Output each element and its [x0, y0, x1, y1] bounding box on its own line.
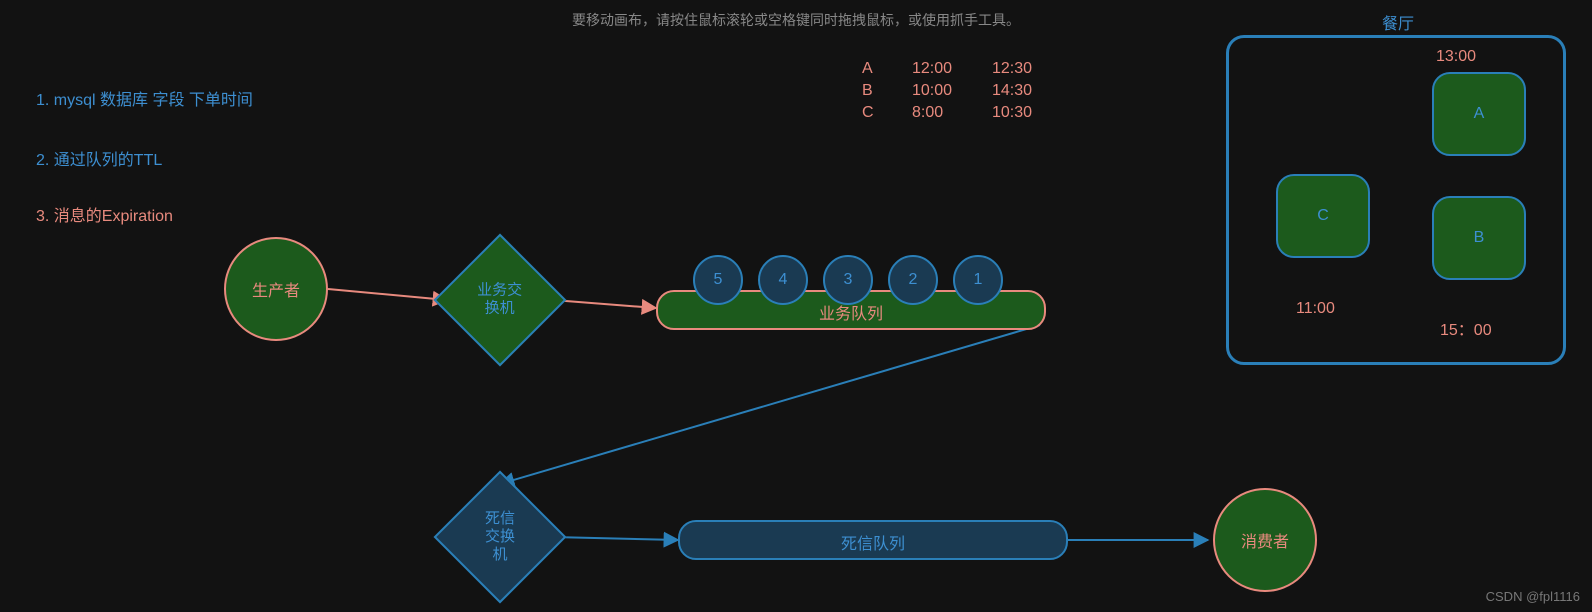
- diagram-canvas: 要移动画布，请按住鼠标滚轮或空格键同时拖拽鼠标，或使用抓手工具。 1. mysq…: [0, 0, 1592, 612]
- restaurant-table-time: 11:00: [1296, 300, 1335, 318]
- queue-message: 1: [953, 255, 1003, 305]
- note-1: 1. mysql 数据库 字段 下单时间: [36, 86, 253, 110]
- dlx-queue-node: 死信队列: [678, 520, 1068, 560]
- biz-exchange-node: 业务交换机: [434, 234, 567, 367]
- restaurant-table: C: [1276, 174, 1370, 258]
- queue-message: 3: [823, 255, 873, 305]
- restaurant-table-time: 13:00: [1436, 48, 1476, 66]
- queue-message: 5: [693, 255, 743, 305]
- producer-node: 生产者: [224, 237, 328, 341]
- restaurant-table: A: [1432, 72, 1526, 156]
- restaurant-title: 餐厅: [1382, 10, 1414, 34]
- queue-message: 2: [888, 255, 938, 305]
- restaurant-table: B: [1432, 196, 1526, 280]
- restaurant-table-time: 15：00: [1440, 316, 1492, 340]
- canvas-hint: 要移动画布，请按住鼠标滚轮或空格键同时拖拽鼠标，或使用抓手工具。: [0, 10, 1592, 30]
- note-3: 3. 消息的Expiration: [36, 202, 173, 226]
- consumer-node: 消费者: [1213, 488, 1317, 592]
- dlx-exchange-node: 死信交换机: [434, 471, 567, 604]
- queue-message: 4: [758, 255, 808, 305]
- note-2: 2. 通过队列的TTL: [36, 146, 162, 170]
- watermark: CSDN @fpl1116: [1486, 589, 1580, 604]
